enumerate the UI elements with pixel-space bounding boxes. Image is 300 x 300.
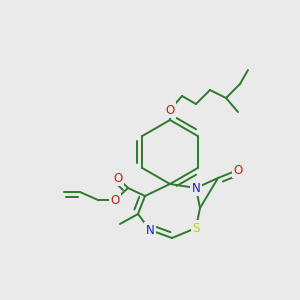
Text: O: O [165, 103, 175, 116]
Text: N: N [146, 224, 154, 236]
Text: S: S [192, 221, 200, 235]
Text: O: O [233, 164, 243, 176]
Text: N: N [192, 182, 200, 194]
Text: O: O [113, 172, 123, 184]
Text: O: O [110, 194, 120, 206]
